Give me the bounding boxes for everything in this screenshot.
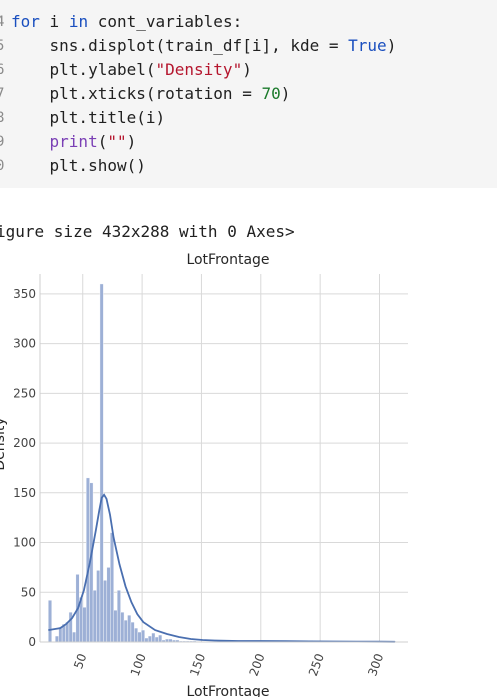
y-tick-label: 50	[21, 585, 36, 599]
chart-axes	[39, 274, 408, 643]
code-token: for	[11, 12, 40, 31]
histogram-bar	[147, 635, 152, 643]
line-number: 9	[0, 134, 5, 150]
code-token: i	[39, 12, 69, 31]
code-text: print("")	[11, 130, 137, 154]
code-text: plt.title(i)	[11, 106, 166, 130]
histogram-bar	[85, 477, 90, 643]
code-token: cont_variables:	[88, 12, 243, 31]
code-token: plt.title(i)	[11, 108, 166, 127]
y-tick-label: 250	[13, 386, 36, 400]
x-tick-label: 300	[365, 652, 386, 678]
code-text: sns.displot(train_df[i], kde = True)	[11, 34, 397, 58]
histogram-bar	[130, 621, 135, 643]
histogram-bar	[123, 619, 128, 643]
x-tick-label: 100	[128, 652, 149, 678]
code-token: plt.ylabel(	[11, 60, 156, 79]
code-token: )	[126, 132, 137, 151]
histogram-bar	[144, 637, 149, 643]
code-token: print	[49, 132, 98, 151]
line-number: 0	[0, 158, 5, 174]
y-tick-label: 0	[28, 635, 36, 649]
y-tick-label: 350	[13, 287, 36, 301]
histogram-bar	[113, 609, 118, 643]
y-tick-label: 300	[13, 337, 36, 351]
histogram-bar	[151, 632, 156, 643]
histogram-bar	[137, 631, 142, 643]
code-token: ""	[107, 132, 127, 151]
histogram-bar	[154, 636, 159, 643]
histogram-bar	[103, 580, 108, 643]
line-number: 6	[0, 62, 5, 78]
code-token: "Density"	[155, 60, 243, 79]
histogram-bar	[82, 606, 87, 643]
histogram-bar	[141, 629, 145, 643]
code-token: sns.displot(train_df[i], kde =	[11, 36, 349, 55]
histogram-bar	[127, 614, 132, 643]
histogram-bar	[120, 611, 125, 643]
x-tick-label: 200	[247, 652, 268, 678]
histogram-bar	[54, 635, 59, 643]
x-tick-label: 50	[71, 652, 89, 671]
histogram-bar	[134, 627, 139, 643]
y-tick-label: 200	[13, 436, 36, 450]
code-token: 70	[261, 84, 281, 103]
histogram-bar	[106, 567, 111, 643]
x-tick-label: 250	[306, 652, 327, 678]
histogram-bar	[158, 634, 163, 643]
histogram-bar	[92, 590, 97, 643]
code-token	[11, 132, 50, 151]
code-text: plt.xticks(rotation = 70)	[11, 82, 291, 106]
code-token: )	[386, 36, 397, 55]
code-token: )	[280, 84, 291, 103]
kde-line	[48, 493, 395, 643]
chart-title: LotFrontage	[186, 252, 269, 268]
histogram-bar	[96, 570, 101, 643]
histogram-bar	[110, 532, 114, 643]
line-number: 7	[0, 86, 5, 102]
histogram-bar	[58, 626, 63, 643]
code-token: plt.xticks(rotation =	[11, 84, 262, 103]
code-cell[interactable]: 4 for i in cont_variables: 5 sns.displot(t…	[0, 0, 497, 188]
histogram-bar	[68, 611, 73, 643]
code-token: True	[348, 36, 387, 55]
histogram-bar	[99, 283, 104, 643]
code-token: in	[68, 12, 89, 31]
code-text: plt.ylabel("Density")	[11, 58, 252, 82]
histogram-bar	[72, 631, 77, 643]
output-figure-text: igure size 432x288 with 0 Axes>	[0, 222, 295, 241]
chart-bars	[48, 283, 397, 643]
histogram-bar	[48, 600, 52, 643]
histogram-chart: 0 50 100 150 200 250 300 350 50 100 150 200 250 300 L…	[0, 252, 408, 697]
chart-grid	[40, 274, 408, 643]
y-tick-label: 150	[13, 486, 36, 500]
x-tick-label: 150	[187, 652, 208, 678]
code-token: )	[242, 60, 252, 79]
histogram-bar	[116, 590, 121, 643]
chart-xlabel: LotFrontage	[186, 684, 269, 697]
code-token: (	[97, 132, 108, 151]
chart-ylabel: Density	[0, 417, 8, 470]
y-tick-label: 100	[13, 536, 36, 550]
code-text: plt.show()	[11, 154, 146, 178]
line-number: 4	[0, 14, 5, 30]
line-number: 5	[0, 38, 5, 54]
line-number: 8	[0, 110, 5, 126]
code-text: for i in cont_variables:	[11, 10, 242, 34]
code-token: plt.show()	[11, 156, 146, 175]
